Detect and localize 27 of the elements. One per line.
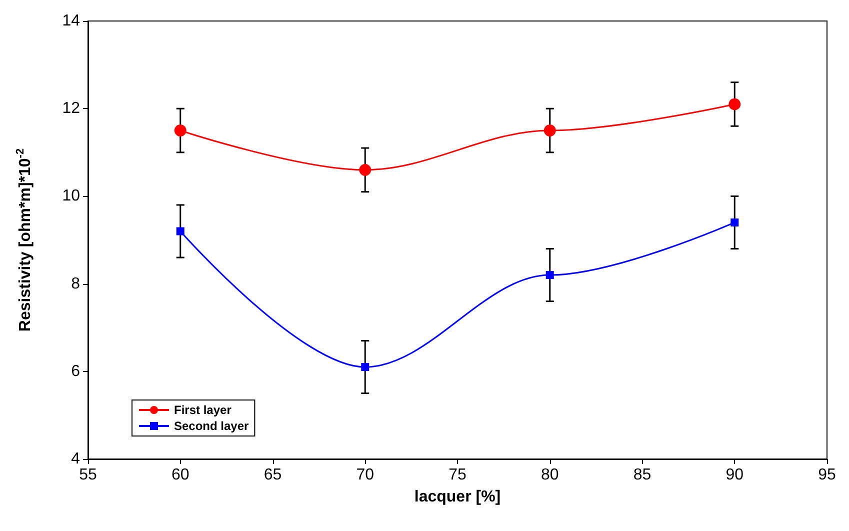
legend-label: First layer — [174, 403, 232, 417]
x-tick-label: 75 — [448, 466, 466, 484]
x-tick-label: 55 — [79, 466, 97, 484]
y-tick-label: 10 — [62, 188, 80, 205]
y-axis-title: Resistivity [ohm*m]*10-2 — [14, 148, 34, 332]
x-tick-label: 65 — [264, 466, 282, 484]
y-tick-label: 8 — [71, 275, 80, 292]
y-tick-label: 14 — [62, 12, 80, 30]
point — [174, 124, 186, 136]
x-axis-title: lacquer [%] — [414, 488, 501, 506]
x-tick-label: 95 — [818, 466, 836, 484]
point — [730, 218, 739, 226]
point — [361, 363, 370, 372]
x-tick-label: 70 — [356, 466, 374, 484]
legend-label: Second layer — [174, 419, 250, 433]
point — [176, 227, 184, 236]
point — [544, 124, 556, 136]
point — [546, 271, 554, 280]
point — [728, 98, 741, 110]
y-tick-label: 4 — [71, 450, 80, 468]
x-tick-label: 85 — [633, 466, 652, 484]
x-tick-label: 90 — [726, 466, 744, 484]
y-tick-label: 12 — [62, 100, 80, 118]
x-tick-label: 60 — [171, 466, 190, 484]
point — [359, 164, 372, 176]
y-tick-label: 6 — [71, 362, 80, 380]
x-tick-label: 80 — [540, 466, 559, 484]
